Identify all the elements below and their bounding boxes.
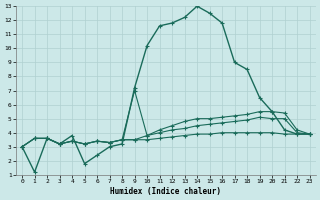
X-axis label: Humidex (Indice chaleur): Humidex (Indice chaleur) [110,187,221,196]
